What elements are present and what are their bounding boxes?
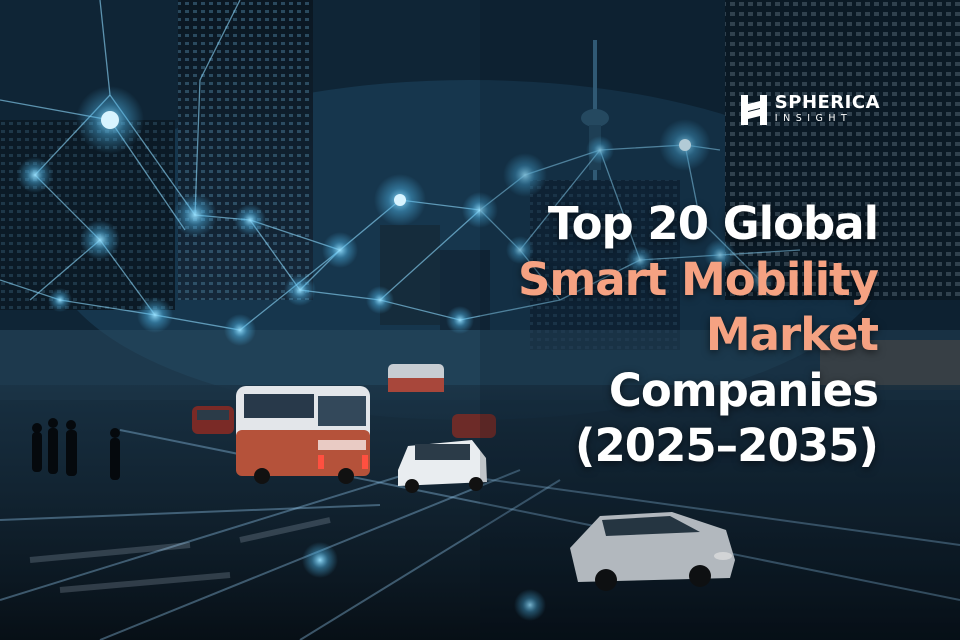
- brand-tagline: INSIGHT: [774, 113, 853, 124]
- headline-line-5: (2025–2035): [574, 419, 879, 472]
- headline-line-1: Top 20 Global: [547, 197, 879, 250]
- headline-line-2: Smart Mobility: [517, 252, 879, 306]
- headline-line-4: Companies: [608, 363, 879, 417]
- brand-name: SPHERICA: [774, 92, 880, 113]
- spherica-logo-mark-icon: [740, 94, 767, 125]
- headline: Top 20 Global Smart Mobility Market Comp…: [517, 196, 879, 474]
- headline-line-3: Market: [705, 308, 879, 361]
- brand-logo: SPHERICA INSIGHT: [740, 92, 880, 125]
